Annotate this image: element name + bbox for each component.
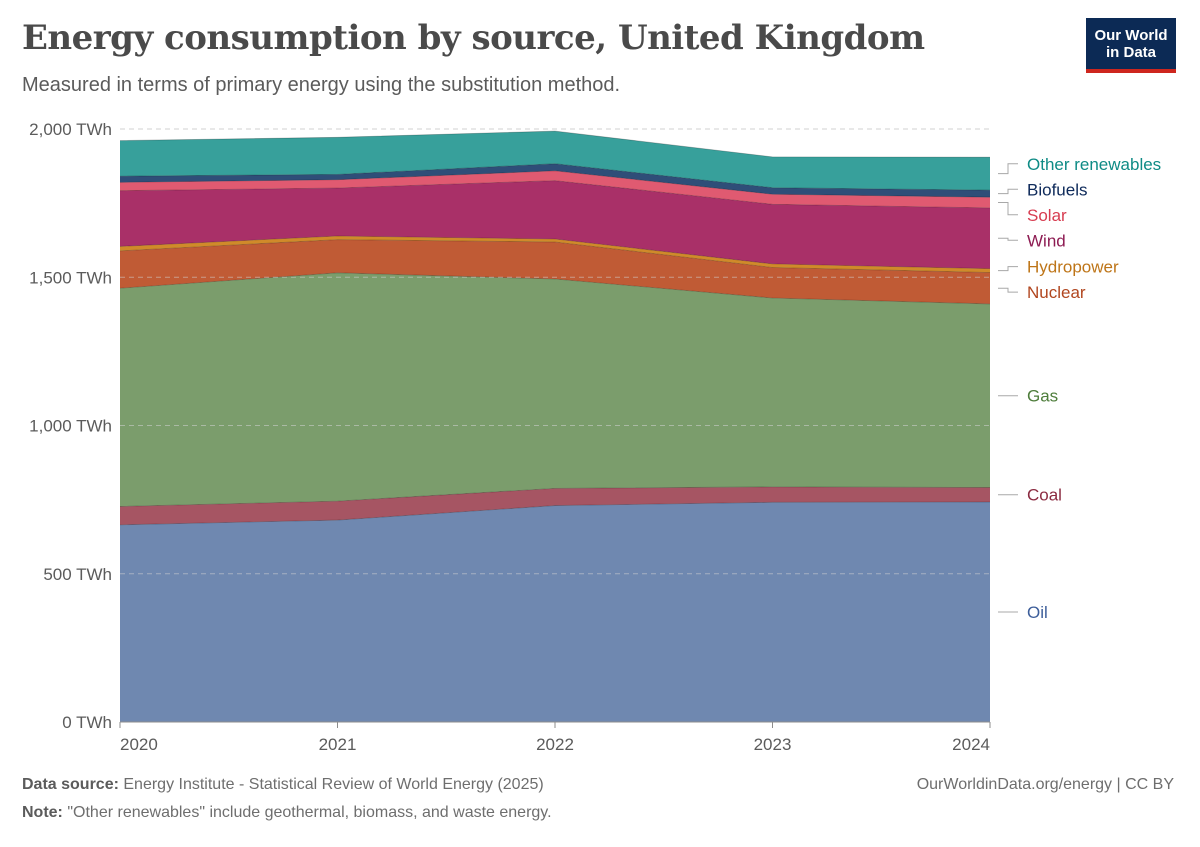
logo-line-2: in Data: [1105, 44, 1156, 61]
x-tick-label: 2021: [319, 735, 357, 754]
data-source: Data source: Energy Institute - Statisti…: [22, 776, 544, 794]
x-tick-label: 2024: [952, 735, 990, 754]
y-tick-label: 0 TWh: [62, 713, 112, 732]
legend-label-wind: Wind: [1027, 231, 1066, 250]
legend-connector-biofuels: [998, 188, 1018, 195]
x-tick-label: 2023: [754, 735, 792, 754]
legend-label-biofuels: Biofuels: [1027, 180, 1087, 199]
area-biofuels: [120, 163, 990, 198]
legend-label-other-renewables: Other renewables: [1027, 155, 1161, 174]
area-nuclear: [120, 239, 990, 304]
legend-label-solar: Solar: [1027, 206, 1067, 225]
area-edge-nuclear: [119, 239, 991, 273]
legend-connector-other-renewables: [998, 163, 1018, 175]
area-edge-hydropower: [119, 235, 991, 270]
legend-connector-wind: [998, 237, 1018, 241]
chart-note: Note: "Other renewables" include geother…: [22, 804, 552, 822]
note-text: "Other renewables" include geothermal, b…: [67, 804, 552, 821]
legend-label-coal: Coal: [1027, 486, 1062, 505]
x-tick-label: 2020: [120, 735, 158, 754]
y-tick-label: 2,000 TWh: [29, 120, 112, 139]
logo-line-1: Our World: [1094, 27, 1168, 44]
data-source-label: Data source:: [22, 776, 119, 793]
area-edge-solar: [119, 170, 991, 198]
area-edge-other-renewables: [119, 130, 991, 158]
area-edge-biofuels: [119, 163, 991, 191]
area-hydropower: [120, 236, 990, 273]
area-gas: [120, 272, 990, 507]
legend-connector-nuclear: [998, 287, 1018, 293]
area-edge-oil: [119, 501, 991, 526]
legend-connector-hydropower: [998, 266, 1018, 272]
legend-label-hydropower: Hydropower: [1027, 258, 1119, 277]
area-edge-wind: [119, 180, 991, 209]
area-coal: [120, 486, 990, 525]
y-tick-label: 500 TWh: [43, 565, 112, 584]
legend-label-gas: Gas: [1027, 387, 1058, 406]
area-other-renewables: [120, 131, 990, 191]
data-source-text[interactable]: Energy Institute - Statistical Review of…: [123, 776, 544, 793]
y-tick-label: 1,500 TWh: [29, 268, 112, 287]
legend-label-oil: Oil: [1027, 603, 1048, 622]
note-label: Note:: [22, 804, 63, 821]
owid-logo[interactable]: Our World in Data: [1086, 18, 1176, 73]
area-edge-gas: [119, 272, 991, 305]
chart-subtitle: Measured in terms of primary energy usin…: [22, 74, 621, 96]
legend-label-nuclear: Nuclear: [1027, 283, 1086, 302]
chart-title: Energy consumption by source, United Kin…: [22, 18, 925, 58]
y-tick-label: 1,000 TWh: [29, 417, 112, 436]
area-wind: [120, 180, 990, 269]
area-solar: [120, 170, 990, 208]
x-tick-label: 2022: [536, 735, 574, 754]
area-edge-coal: [119, 486, 991, 507]
area-oil: [120, 501, 990, 722]
legend-connector-solar: [998, 202, 1018, 216]
license-credit[interactable]: OurWorldinData.org/energy | CC BY: [916, 776, 1174, 793]
